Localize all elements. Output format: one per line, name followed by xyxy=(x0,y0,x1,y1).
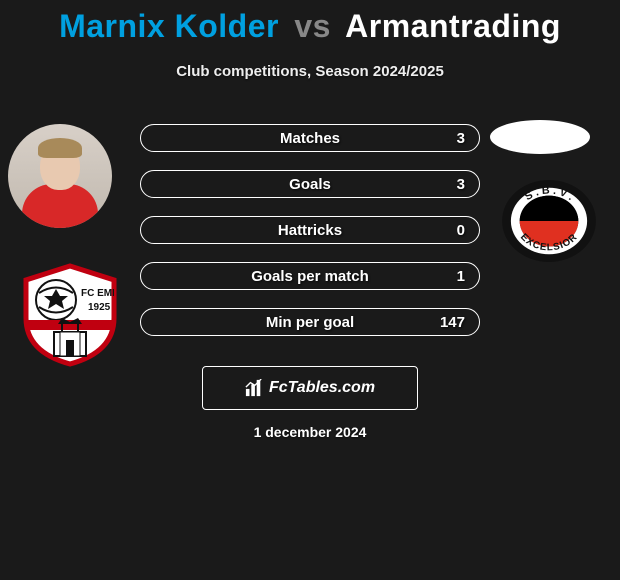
stat-value-right: 3 xyxy=(457,130,465,147)
stat-row-mpg: Min per goal 147 xyxy=(140,308,480,336)
player-right-avatar-placeholder xyxy=(490,120,590,154)
player-left-avatar xyxy=(8,124,112,228)
branding-text: FcTables.com xyxy=(269,379,375,397)
avatar-jersey xyxy=(22,184,98,228)
page-title: Marnix Kolder vs Armantrading xyxy=(0,0,620,45)
stat-label: Hattricks xyxy=(278,222,342,239)
branding-box: FcTables.com xyxy=(202,366,418,410)
avatar-hair xyxy=(38,138,82,158)
club-left-logo: FC EMMEN 1925 xyxy=(16,260,124,368)
subtitle: Club competitions, Season 2024/2025 xyxy=(0,63,620,80)
stat-value-right: 3 xyxy=(457,176,465,193)
player-left-name: Marnix Kolder xyxy=(59,8,279,44)
stat-label: Goals per match xyxy=(251,268,369,285)
stat-value-right: 0 xyxy=(457,222,465,239)
stat-label: Matches xyxy=(280,130,340,147)
vs-separator: vs xyxy=(294,8,331,44)
svg-text:FC EMMEN: FC EMMEN xyxy=(81,288,124,299)
footer-date: 1 december 2024 xyxy=(0,424,620,440)
bars-icon xyxy=(245,379,263,397)
stat-label: Min per goal xyxy=(266,314,354,331)
svg-text:1925: 1925 xyxy=(88,302,111,313)
player-right-name: Armantrading xyxy=(345,8,561,44)
stat-row-goals: Goals 3 xyxy=(140,170,480,198)
stat-value-right: 1 xyxy=(457,268,465,285)
comparison-card: Marnix Kolder vs Armantrading Club compe… xyxy=(0,0,620,580)
stat-row-hattricks: Hattricks 0 xyxy=(140,216,480,244)
stat-label: Goals xyxy=(289,176,331,193)
stats-bars: Matches 3 Goals 3 Hattricks 0 Goals per … xyxy=(140,124,480,354)
stat-value-right: 147 xyxy=(440,314,465,331)
stat-row-matches: Matches 3 xyxy=(140,124,480,152)
club-right-logo: S . B . V . EXCELSIOR xyxy=(500,178,598,264)
stat-row-gpm: Goals per match 1 xyxy=(140,262,480,290)
